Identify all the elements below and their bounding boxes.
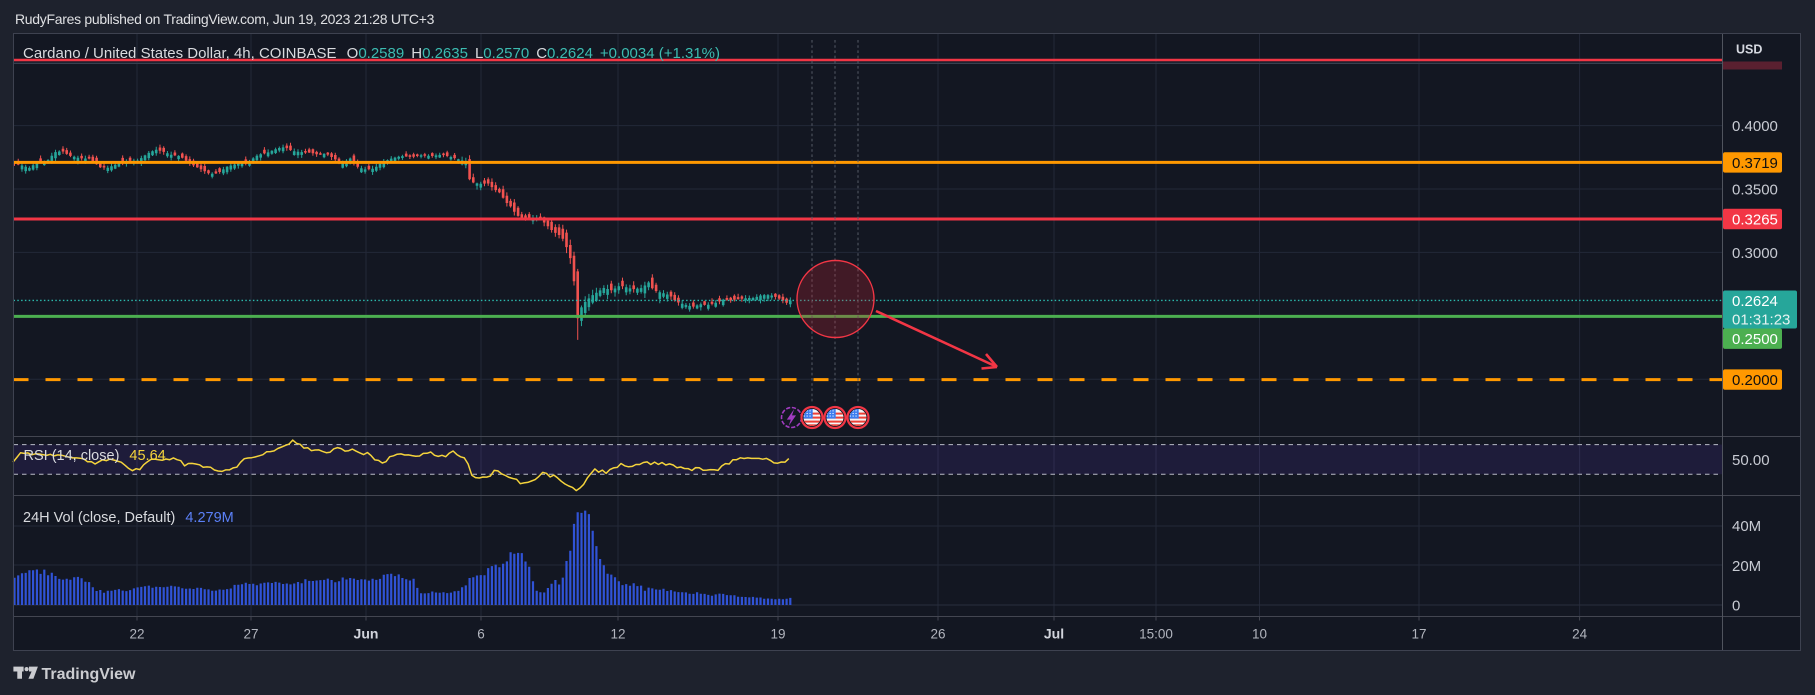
svg-text:15:00: 15:00 (1139, 627, 1173, 642)
svg-text:Jul: Jul (1044, 626, 1064, 642)
svg-text:19: 19 (770, 627, 785, 642)
svg-text:0.3265: 0.3265 (1732, 211, 1778, 228)
svg-text:RudyFares published on Trading: RudyFares published on TradingView.com, … (15, 11, 435, 27)
svg-text:0.3000: 0.3000 (1732, 245, 1778, 262)
svg-text:10: 10 (1252, 627, 1267, 642)
svg-text:6: 6 (477, 627, 485, 642)
svg-text:0.2624: 0.2624 (1732, 293, 1778, 310)
svg-text:24: 24 (1572, 627, 1588, 642)
svg-text:0.4000: 0.4000 (1732, 118, 1778, 135)
svg-text:17: 17 (1411, 627, 1426, 642)
svg-text:12: 12 (610, 627, 625, 642)
svg-text:40M: 40M (1732, 518, 1761, 535)
svg-text:0.2000: 0.2000 (1732, 372, 1778, 389)
svg-text:Jun: Jun (354, 626, 379, 642)
svg-text:0: 0 (1732, 598, 1740, 615)
svg-text:50.00: 50.00 (1732, 452, 1770, 469)
svg-text:20M: 20M (1732, 558, 1761, 575)
svg-text:0.3719: 0.3719 (1732, 155, 1778, 172)
svg-text:USD: USD (1736, 43, 1762, 57)
svg-text:Cardano / United States Dollar: Cardano / United States Dollar, 4h, COIN… (23, 45, 720, 62)
svg-text:24H Vol (close, Default) 4.279: 24H Vol (close, Default) 4.279M (23, 510, 234, 526)
svg-text:RSI (14, close) 45.64: RSI (14, close) 45.64 (24, 448, 166, 464)
svg-text:27: 27 (243, 627, 258, 642)
svg-text:01:31:23: 01:31:23 (1732, 312, 1790, 329)
svg-text:26: 26 (930, 627, 945, 642)
svg-text:0.3500: 0.3500 (1732, 181, 1778, 198)
svg-text:0.2500: 0.2500 (1732, 331, 1778, 348)
svg-text:TradingView: TradingView (42, 666, 137, 683)
svg-text:22: 22 (129, 627, 144, 642)
